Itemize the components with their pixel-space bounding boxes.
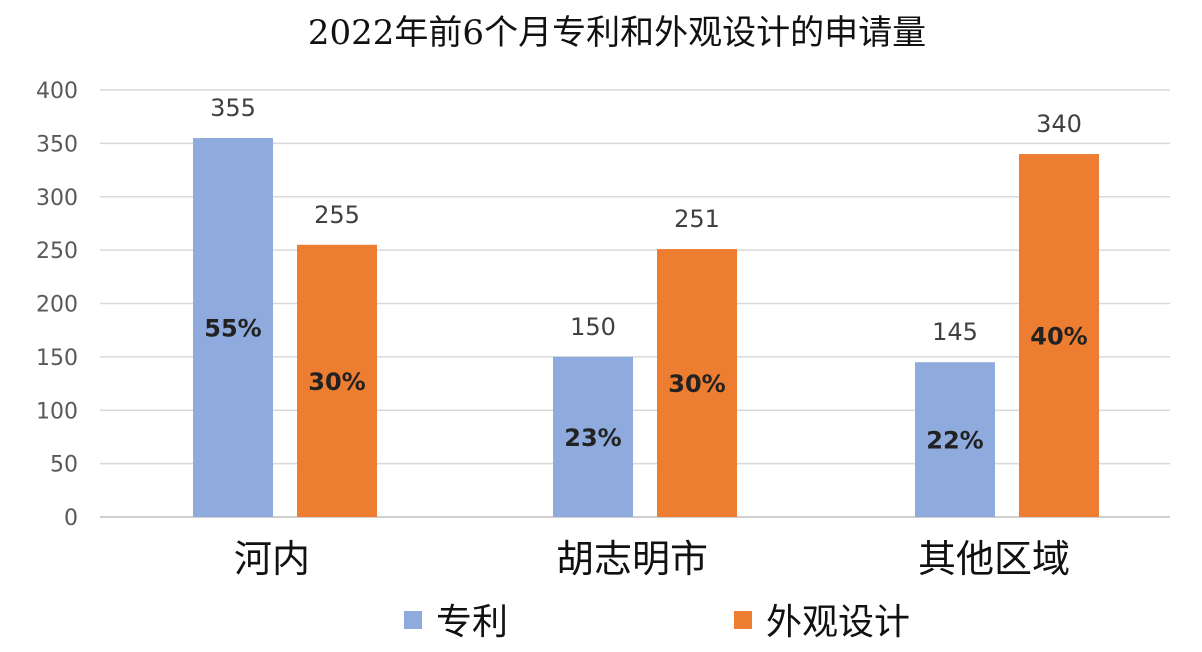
legend: 专利 外观设计 xyxy=(404,602,910,643)
y-tick-label: 0 xyxy=(64,506,78,531)
bar-value-label: 355 xyxy=(210,94,256,122)
x-category-label: 其他区域 xyxy=(918,537,1070,581)
legend-swatch xyxy=(404,611,422,629)
bar-value-label: 145 xyxy=(932,318,978,346)
y-axis: 0 50 100 150 200 250 300 350 400 xyxy=(36,79,78,531)
y-tick-label: 400 xyxy=(36,79,78,104)
y-tick-label: 150 xyxy=(36,346,78,371)
legend-swatch xyxy=(734,611,752,629)
x-category-label: 河内 xyxy=(234,537,310,581)
x-axis: 河内 胡志明市 其他区域 xyxy=(234,537,1070,581)
bar-percent-label: 55% xyxy=(204,315,261,343)
bar xyxy=(553,356,633,517)
bar-value-label: 255 xyxy=(314,201,360,229)
bar xyxy=(193,138,273,517)
bar xyxy=(915,362,995,517)
gridlines xyxy=(100,89,1170,518)
bars: 355 55% 255 30% 150 23% 251 30% 145 22% 340 40% xyxy=(193,94,1099,518)
bar-percent-label: 40% xyxy=(1030,323,1087,351)
bar xyxy=(297,244,377,517)
y-tick-label: 100 xyxy=(36,399,78,424)
y-tick-label: 200 xyxy=(36,293,78,318)
bar-value-label: 251 xyxy=(674,205,720,233)
bar-value-label: 150 xyxy=(570,313,616,341)
legend-label: 专利 xyxy=(436,602,508,643)
y-tick-label: 300 xyxy=(36,186,78,211)
bar-value-label: 340 xyxy=(1036,110,1082,138)
y-tick-label: 350 xyxy=(36,132,78,157)
bar-percent-label: 30% xyxy=(308,368,365,396)
chart-title: 2022年前6个月专利和外观设计的申请量 xyxy=(308,13,926,53)
bar xyxy=(657,249,737,517)
y-tick-label: 250 xyxy=(36,239,78,264)
bar-percent-label: 22% xyxy=(926,427,983,455)
legend-label: 外观设计 xyxy=(766,602,910,643)
bar xyxy=(1019,154,1099,518)
x-category-label: 胡志明市 xyxy=(556,537,708,581)
bar-percent-label: 30% xyxy=(668,370,725,398)
y-tick-label: 50 xyxy=(50,453,78,478)
bar-percent-label: 23% xyxy=(564,424,621,452)
